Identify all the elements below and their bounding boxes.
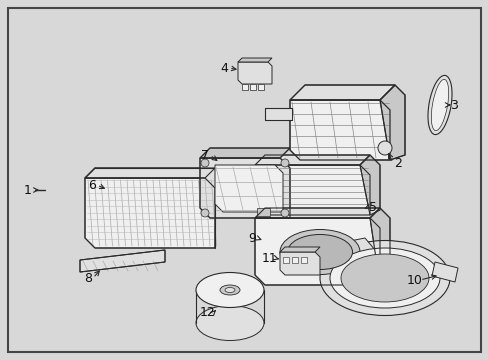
Text: 1: 1 (24, 184, 32, 197)
Text: 5: 5 (368, 201, 376, 213)
Ellipse shape (196, 306, 264, 341)
Ellipse shape (281, 209, 288, 217)
Text: 7: 7 (201, 149, 208, 162)
Ellipse shape (430, 79, 447, 131)
Polygon shape (200, 148, 289, 158)
Ellipse shape (281, 159, 288, 167)
Polygon shape (257, 208, 269, 216)
Polygon shape (289, 85, 394, 100)
Ellipse shape (196, 273, 264, 307)
Text: 4: 4 (220, 62, 227, 75)
Polygon shape (238, 62, 271, 84)
Polygon shape (242, 84, 247, 90)
Polygon shape (283, 257, 288, 263)
Ellipse shape (329, 248, 439, 308)
Text: 12: 12 (200, 306, 215, 320)
Polygon shape (254, 155, 369, 165)
Text: 2: 2 (393, 157, 401, 170)
Polygon shape (431, 262, 457, 282)
Polygon shape (301, 257, 306, 263)
Ellipse shape (220, 285, 240, 295)
Ellipse shape (427, 75, 451, 135)
Ellipse shape (201, 159, 208, 167)
Ellipse shape (280, 230, 359, 275)
Ellipse shape (377, 141, 391, 155)
Text: 10: 10 (406, 274, 422, 287)
Polygon shape (291, 257, 297, 263)
Polygon shape (215, 165, 283, 212)
Text: 6: 6 (88, 179, 96, 192)
Polygon shape (238, 58, 271, 62)
Polygon shape (249, 84, 256, 90)
Polygon shape (254, 218, 379, 285)
Polygon shape (359, 155, 379, 215)
Ellipse shape (287, 234, 352, 270)
Polygon shape (254, 165, 369, 215)
Ellipse shape (224, 288, 235, 292)
Polygon shape (85, 168, 215, 178)
Polygon shape (200, 158, 289, 218)
Polygon shape (258, 84, 264, 90)
Polygon shape (379, 85, 404, 160)
Text: 3: 3 (449, 99, 457, 112)
Polygon shape (329, 238, 374, 270)
Polygon shape (289, 100, 389, 160)
Polygon shape (80, 250, 164, 272)
Text: 11: 11 (262, 252, 277, 265)
Text: 9: 9 (247, 231, 255, 244)
Polygon shape (254, 208, 379, 218)
Polygon shape (280, 247, 319, 252)
Ellipse shape (319, 240, 449, 315)
Text: 8: 8 (84, 271, 92, 284)
Polygon shape (85, 178, 215, 248)
Polygon shape (280, 252, 319, 275)
Ellipse shape (201, 209, 208, 217)
Polygon shape (264, 108, 291, 120)
Polygon shape (369, 208, 389, 285)
Ellipse shape (340, 254, 428, 302)
